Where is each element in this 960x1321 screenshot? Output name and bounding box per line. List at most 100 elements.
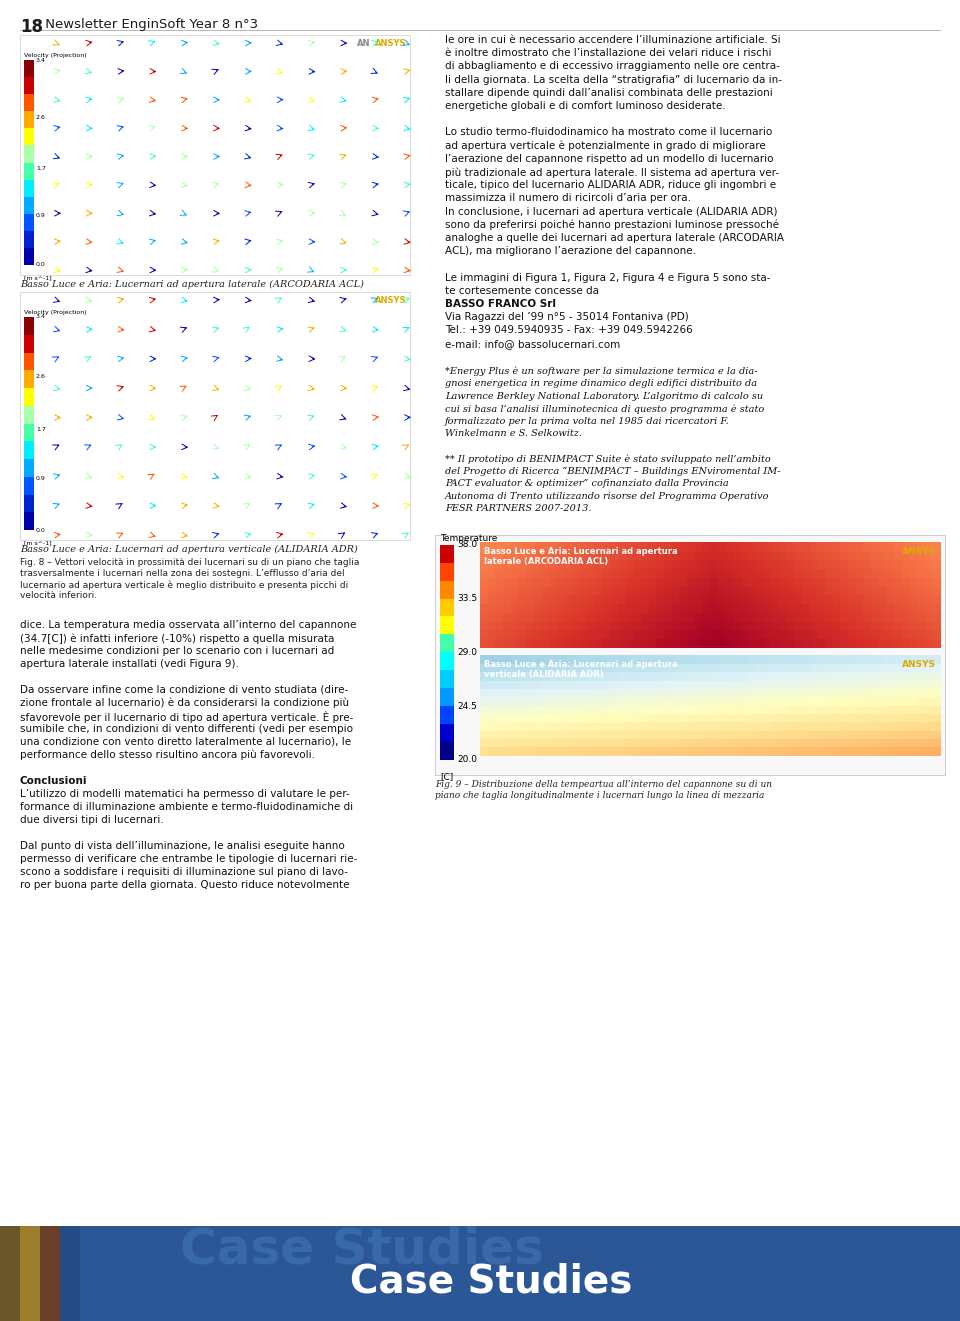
- Bar: [526, 723, 534, 731]
- Bar: [695, 587, 703, 596]
- Bar: [848, 568, 856, 577]
- Bar: [871, 655, 879, 664]
- Bar: [657, 655, 664, 664]
- Bar: [549, 746, 557, 756]
- Bar: [855, 551, 864, 560]
- Bar: [557, 577, 564, 587]
- Bar: [618, 560, 626, 569]
- Bar: [848, 663, 856, 672]
- Bar: [480, 731, 489, 740]
- Bar: [733, 738, 741, 748]
- Bar: [618, 697, 626, 705]
- Bar: [641, 688, 649, 697]
- Bar: [564, 577, 572, 587]
- Bar: [802, 638, 810, 647]
- Text: più tradizionale ad apertura laterale. Il sistema ad apertura ver-: più tradizionale ad apertura laterale. I…: [445, 166, 780, 177]
- Bar: [733, 663, 741, 672]
- Bar: [726, 568, 733, 577]
- Bar: [848, 688, 856, 697]
- Bar: [886, 688, 895, 697]
- Bar: [634, 568, 641, 577]
- Bar: [756, 672, 764, 680]
- Bar: [518, 705, 526, 715]
- Bar: [518, 663, 526, 672]
- Bar: [557, 560, 564, 569]
- Bar: [541, 604, 549, 613]
- Bar: [580, 638, 588, 647]
- Bar: [534, 551, 541, 560]
- Bar: [564, 543, 572, 552]
- Bar: [0, 1226, 80, 1321]
- Bar: [657, 713, 664, 723]
- Bar: [687, 613, 695, 622]
- Bar: [495, 621, 503, 630]
- Bar: [695, 577, 703, 587]
- Bar: [871, 630, 879, 639]
- Bar: [779, 705, 787, 715]
- Bar: [564, 746, 572, 756]
- Bar: [703, 713, 710, 723]
- Bar: [480, 594, 489, 604]
- Bar: [855, 638, 864, 647]
- Bar: [741, 621, 749, 630]
- Bar: [618, 738, 626, 748]
- Bar: [687, 604, 695, 613]
- Bar: [703, 613, 710, 622]
- Bar: [771, 568, 780, 577]
- Bar: [564, 604, 572, 613]
- Bar: [20, 34, 410, 275]
- Bar: [672, 594, 680, 604]
- Bar: [763, 713, 772, 723]
- Bar: [488, 705, 495, 715]
- Bar: [511, 560, 518, 569]
- Bar: [534, 577, 541, 587]
- Bar: [495, 680, 503, 690]
- Bar: [641, 630, 649, 639]
- Bar: [817, 638, 826, 647]
- Bar: [626, 697, 634, 705]
- Bar: [503, 705, 511, 715]
- Bar: [871, 543, 879, 552]
- Bar: [802, 680, 810, 690]
- Text: BASSO FRANCO Srl: BASSO FRANCO Srl: [445, 299, 556, 309]
- Bar: [817, 672, 826, 680]
- Bar: [495, 604, 503, 613]
- Bar: [840, 688, 849, 697]
- Bar: [779, 551, 787, 560]
- Bar: [557, 697, 564, 705]
- Bar: [894, 613, 902, 622]
- Bar: [680, 713, 687, 723]
- Bar: [848, 672, 856, 680]
- Bar: [741, 655, 749, 664]
- Bar: [695, 713, 703, 723]
- Bar: [794, 568, 803, 577]
- Text: nelle medesime condizioni per lo scenario con i lucernari ad: nelle medesime condizioni per lo scenari…: [20, 646, 334, 657]
- Bar: [541, 613, 549, 622]
- Bar: [549, 723, 557, 731]
- Bar: [618, 630, 626, 639]
- Bar: [657, 688, 664, 697]
- Bar: [657, 543, 664, 552]
- Bar: [756, 551, 764, 560]
- Bar: [557, 613, 564, 622]
- Bar: [495, 568, 503, 577]
- Bar: [603, 713, 611, 723]
- Bar: [695, 688, 703, 697]
- Bar: [825, 697, 833, 705]
- Bar: [886, 713, 895, 723]
- Bar: [917, 551, 925, 560]
- Bar: [641, 663, 649, 672]
- Bar: [924, 655, 933, 664]
- Bar: [480, 621, 489, 630]
- Bar: [840, 621, 849, 630]
- Bar: [657, 560, 664, 569]
- Bar: [488, 551, 495, 560]
- Bar: [672, 738, 680, 748]
- Bar: [564, 551, 572, 560]
- Bar: [840, 594, 849, 604]
- Bar: [495, 577, 503, 587]
- Bar: [595, 551, 603, 560]
- Bar: [802, 738, 810, 748]
- Bar: [894, 705, 902, 715]
- Bar: [611, 655, 618, 664]
